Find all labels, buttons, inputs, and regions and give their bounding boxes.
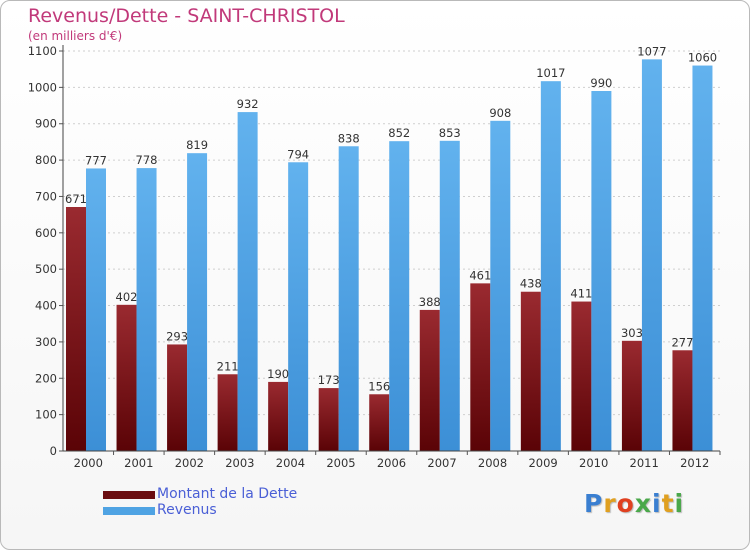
data-label-revenus-2002: 819 [186,138,208,152]
x-tick-label: 2004 [276,456,305,470]
y-axis: 0 100 200 300 400 500 600 700 800 900 1000 1100 [28,44,64,458]
y-tick-label: 600 [35,226,57,240]
bar-dette-2002 [167,344,188,451]
y-tick-label: 700 [35,189,57,203]
data-label-dette-2008: 461 [469,268,491,282]
bar-revenus-2002 [187,153,208,451]
y-tick-label: 1000 [28,80,57,94]
data-label-dette-2000: 671 [65,192,87,206]
y-tick-label: 900 [35,117,57,131]
legend-label-revenus: Revenus [157,502,217,518]
x-tick-label: 2010 [579,456,608,470]
data-label-dette-2012: 277 [671,335,693,349]
data-label-dette-2009: 438 [520,277,542,291]
bar-revenus-2008 [490,120,511,452]
bar-dette-2001 [116,304,137,451]
legend-label-dette: Montant de la Dette [157,486,298,502]
bar-revenus-2011 [641,59,662,451]
bar-dette-2010 [571,301,592,451]
x-tick-label: 2005 [326,456,355,470]
bar-dette-2000 [66,207,86,451]
data-label-dette-2011: 303 [621,326,643,340]
bar-revenus-2005 [338,146,359,452]
x-tick-label: 2002 [175,456,204,470]
bar-dette-2004 [268,381,289,451]
bar-dette-2011 [621,340,642,451]
data-label-dette-2004: 190 [267,367,289,381]
y-tick-label: 800 [35,153,57,167]
y-tick-label: 200 [35,371,57,385]
chart-title: Revenus/Dette - SAINT-CHRISTOL [28,5,345,27]
x-axis: 2000 2001 2002 2003 2004 2005 2006 2007 2008 2009… [63,450,721,470]
data-label-revenus-2006: 852 [388,126,410,140]
x-tick-label: 2006 [377,456,406,470]
x-tick-label: 2003 [225,456,254,470]
data-label-revenus-2000: 777 [85,153,107,167]
bar-revenus-2012 [692,65,713,451]
data-label-revenus-2003: 932 [237,97,259,111]
data-label-revenus-2007: 853 [439,126,461,140]
bar-dette-2009 [520,291,541,451]
bar-revenus-2001 [136,168,157,451]
data-label-revenus-2001: 778 [136,153,158,167]
chart-subtitle: (en milliers d'€) [28,29,123,43]
data-label-revenus-2005: 838 [338,131,360,145]
legend-swatch-revenus [103,507,155,515]
bar-revenus-2006 [389,141,410,451]
x-tick-label: 2009 [528,456,557,470]
data-label-revenus-2008: 908 [489,106,511,120]
x-tick-label: 2008 [478,456,507,470]
bar-revenus-2000 [86,168,106,452]
legend-swatch-dette [103,491,155,499]
proxiti-logo: Proxiti [584,489,685,518]
y-tick-label: 500 [35,262,57,276]
x-tick-label: 2012 [680,456,709,470]
y-tick-label: 400 [35,299,57,313]
bar-dette-2007 [419,309,440,451]
bar-revenus-2010 [591,91,612,451]
bar-dette-2005 [318,388,339,451]
data-label-dette-2002: 293 [166,329,188,343]
data-label-dette-2003: 211 [217,359,239,373]
x-tick-label: 2007 [427,456,456,470]
x-tick-label: 2001 [124,456,153,470]
bar-dette-2003 [217,374,238,451]
data-labels: 671 777 402 778 293 819 211 932 190 794 173 838 156 8… [65,44,717,393]
data-label-dette-2006: 156 [368,379,390,393]
bar-dette-2008 [470,283,491,451]
data-label-revenus-2010: 990 [590,76,612,90]
data-label-revenus-2004: 794 [287,147,309,161]
x-tick-label: 2000 [74,456,103,470]
bars [66,59,713,452]
x-tick-label: 2011 [630,456,659,470]
bar-dette-2012 [672,350,693,451]
data-label-dette-2007: 388 [419,295,441,309]
data-label-dette-2010: 411 [570,287,592,301]
bar-revenus-2004 [288,162,309,452]
y-tick-label: 1100 [28,44,57,58]
data-label-revenus-2009: 1017 [536,66,565,80]
data-label-revenus-2011: 1077 [637,44,666,58]
bar-dette-2006 [369,394,390,451]
y-tick-label: 0 [50,444,57,458]
bar-revenus-2009 [540,81,561,451]
bar-revenus-2003 [237,112,258,451]
y-tick-label: 300 [35,335,57,349]
data-label-dette-2005: 173 [318,373,340,387]
data-label-dette-2001: 402 [116,290,138,304]
bar-revenus-2007 [439,140,460,451]
data-label-revenus-2012: 1060 [688,51,717,65]
y-tick-label: 100 [35,408,57,422]
